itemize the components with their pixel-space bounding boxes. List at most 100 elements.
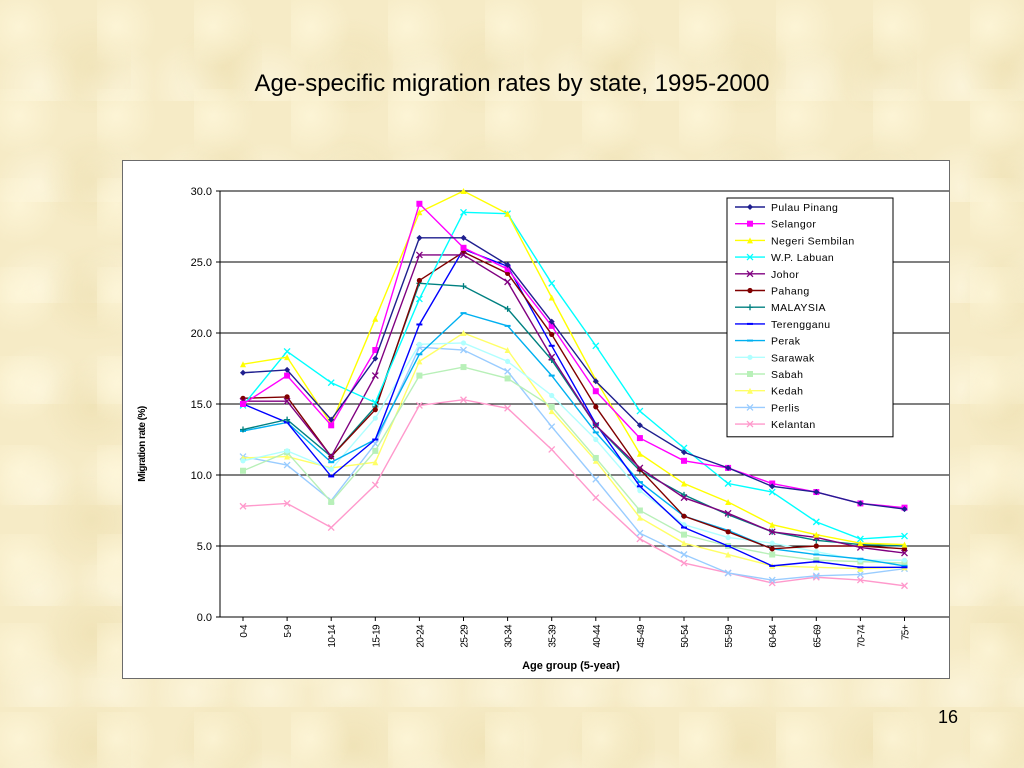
legend-label: Pahang <box>771 286 810 298</box>
data-point <box>372 415 378 421</box>
data-point <box>240 401 246 407</box>
slide-title: Age-specific migration rates by state, 1… <box>254 70 770 97</box>
data-point <box>812 572 820 580</box>
data-point <box>901 532 908 540</box>
gridlines <box>220 190 949 618</box>
data-point <box>284 448 290 454</box>
legend-label: Sarawak <box>771 352 815 364</box>
y-axis-title: Migration rate (%) <box>137 406 148 482</box>
data-point <box>681 457 687 464</box>
x-tick-label: 70-74 <box>856 624 867 648</box>
data-point <box>415 401 423 409</box>
data-point <box>724 480 732 487</box>
series-kelantan <box>239 396 908 590</box>
data-point <box>724 509 732 517</box>
data-point <box>768 576 776 584</box>
data-point <box>504 261 511 268</box>
legend-item: W.P. Labuan <box>735 252 834 264</box>
y-tick-label: 5.0 <box>197 541 212 553</box>
x-tick-label: 0-4 <box>239 624 250 638</box>
data-point <box>284 453 291 460</box>
data-point <box>746 253 754 261</box>
data-point <box>746 403 754 411</box>
data-point <box>746 270 754 278</box>
data-point <box>240 369 246 376</box>
data-point <box>460 364 467 371</box>
data-point <box>636 514 643 521</box>
data-point <box>680 444 688 452</box>
data-point <box>416 209 423 216</box>
y-tick-label: 25.0 <box>191 257 212 269</box>
data-point <box>813 549 819 555</box>
y-tick-label: 0.0 <box>197 612 212 624</box>
data-point <box>857 565 864 572</box>
data-point <box>636 529 644 537</box>
data-point <box>768 488 776 496</box>
data-point <box>240 458 246 464</box>
data-point <box>593 404 599 410</box>
data-point <box>548 408 555 415</box>
legend-item: Sabah <box>735 369 803 381</box>
data-point <box>504 266 511 273</box>
data-point <box>239 502 247 510</box>
data-point <box>747 237 753 244</box>
series-lines <box>239 188 908 590</box>
x-tick-label: 5-9 <box>283 624 294 638</box>
data-point <box>857 500 864 507</box>
data-point <box>548 294 555 301</box>
data-point <box>327 453 335 460</box>
legend-label: Pulau Pinang <box>771 202 838 214</box>
data-point <box>283 348 291 355</box>
data-point <box>636 422 643 429</box>
legend-label: Selangor <box>771 219 816 231</box>
data-point <box>681 531 687 538</box>
data-point <box>637 488 643 494</box>
x-tick-label: 20-24 <box>415 624 426 648</box>
data-point <box>328 498 335 505</box>
data-point <box>284 416 291 423</box>
data-point <box>327 379 335 387</box>
data-point <box>747 287 753 294</box>
legend-item: MALAYSIA <box>735 302 826 314</box>
line-chart: 0.0 5.0 10.0 15.0 20.0 25.0 30.0 0-4 5-9 10-14 15-… <box>137 186 949 672</box>
legend-item: Terengganu <box>735 319 830 331</box>
data-point <box>548 353 556 361</box>
data-point <box>769 521 776 528</box>
data-point <box>680 494 688 502</box>
x-tick-label: 60-64 <box>768 624 779 648</box>
data-point <box>813 543 819 549</box>
data-point <box>372 355 379 362</box>
data-point <box>549 392 555 399</box>
data-point <box>328 416 335 423</box>
data-point <box>592 475 600 483</box>
data-point <box>592 454 599 461</box>
data-point <box>769 483 776 490</box>
data-point <box>504 210 511 217</box>
legend-item: Pahang <box>735 286 810 298</box>
data-point <box>504 404 512 412</box>
x-tick-label: 50-54 <box>680 624 691 648</box>
data-point <box>747 304 753 311</box>
data-point <box>460 330 467 336</box>
data-point <box>856 535 864 543</box>
data-point <box>548 279 556 287</box>
legend-label: Perlis <box>771 402 800 414</box>
legend-item: Negeri Sembilan <box>735 235 854 247</box>
data-point <box>460 283 467 290</box>
data-point <box>371 399 379 407</box>
y-tick-label: 15.0 <box>191 399 212 411</box>
data-point <box>284 366 291 373</box>
data-point <box>415 251 423 259</box>
data-point <box>592 494 600 502</box>
data-point <box>681 449 687 456</box>
series-pulau-pinang <box>240 234 908 513</box>
legend-label: Kedah <box>771 386 803 398</box>
data-point <box>592 388 599 395</box>
data-point <box>592 342 600 350</box>
data-point <box>592 421 600 429</box>
legend-item: Perak <box>735 336 800 348</box>
data-point <box>768 528 776 536</box>
data-point <box>857 540 864 547</box>
x-tick-label: 45-49 <box>636 624 647 648</box>
series-pahang <box>240 249 908 552</box>
